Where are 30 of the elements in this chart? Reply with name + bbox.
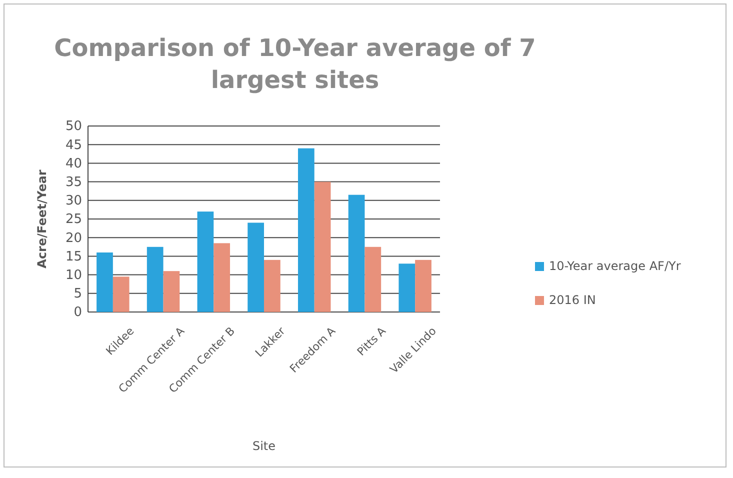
y-tick-label: 30 <box>65 194 82 209</box>
bar <box>314 182 331 312</box>
bar <box>146 246 164 312</box>
y-tick-label: 5 <box>74 286 82 302</box>
y-tick-label: 15 <box>65 249 82 264</box>
x-axis-title: Site <box>252 439 276 453</box>
bar <box>415 260 432 312</box>
bar <box>197 212 214 312</box>
bar <box>264 260 280 312</box>
bar <box>112 276 130 312</box>
bar <box>248 222 264 312</box>
bar <box>298 148 314 312</box>
y-tick-label: 10 <box>65 268 82 283</box>
y-tick-label: 45 <box>65 138 82 153</box>
bar <box>163 271 180 312</box>
bar <box>214 243 230 312</box>
bar <box>398 264 416 312</box>
bar <box>348 194 365 312</box>
legend-label: 2016 IN <box>549 293 596 307</box>
y-tick-label: 0 <box>74 305 82 320</box>
bar <box>364 246 382 312</box>
y-axis-title: Acre/Feet/Year <box>35 170 49 268</box>
y-tick-label: 40 <box>65 156 82 172</box>
y-tick-label: 20 <box>65 230 82 246</box>
bar <box>96 252 113 312</box>
y-tick-label: 35 <box>65 174 82 190</box>
legend-label: 10-Year average AF/Yr <box>549 259 681 273</box>
y-tick-label: 25 <box>65 212 82 228</box>
chart-title: Comparison of 10-Year average of 7 largest sites <box>54 34 536 94</box>
y-tick-label: 50 <box>65 119 82 134</box>
